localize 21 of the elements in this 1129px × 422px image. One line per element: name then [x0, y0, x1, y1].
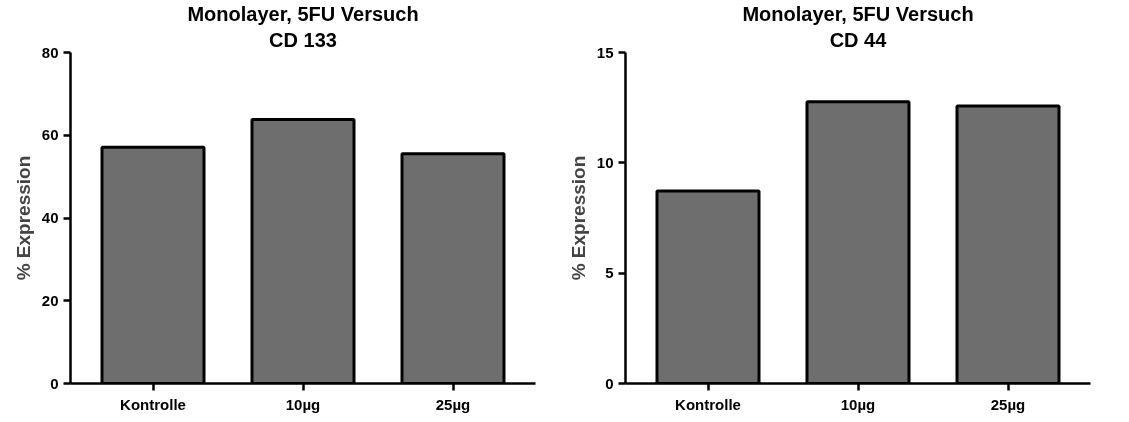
x-tick-label: 10µg — [285, 395, 321, 413]
x-tick-label: 25µg — [990, 395, 1026, 413]
x-tick-label: 10µg — [840, 395, 876, 413]
y-tick-label: 0 — [50, 374, 59, 392]
chart-subtitle: CD 44 — [829, 28, 888, 51]
chart-subtitle: CD 133 — [269, 28, 337, 51]
y-tick-label: 20 — [41, 291, 59, 309]
x-tick-label: Kontrolle — [120, 395, 186, 413]
y-axis-title: % Expression — [567, 155, 589, 281]
y-tick-label: 5 — [605, 264, 614, 282]
y-tick-label: 60 — [41, 126, 59, 144]
x-tick-label: 25µg — [435, 395, 471, 413]
chart-title: Monolayer, 5FU Versuch — [187, 2, 419, 25]
y-axis-title: % Expression — [12, 155, 34, 281]
y-tick-label: 40 — [41, 209, 59, 226]
y-tick-label: 10 — [596, 153, 614, 171]
x-tick-label: Kontrolle — [675, 395, 741, 413]
y-tick-label: 80 — [41, 43, 59, 61]
chart-title: Monolayer, 5FU Versuch — [742, 2, 974, 25]
y-tick-label: 0 — [605, 374, 614, 392]
y-tick-label: 15 — [596, 43, 614, 61]
